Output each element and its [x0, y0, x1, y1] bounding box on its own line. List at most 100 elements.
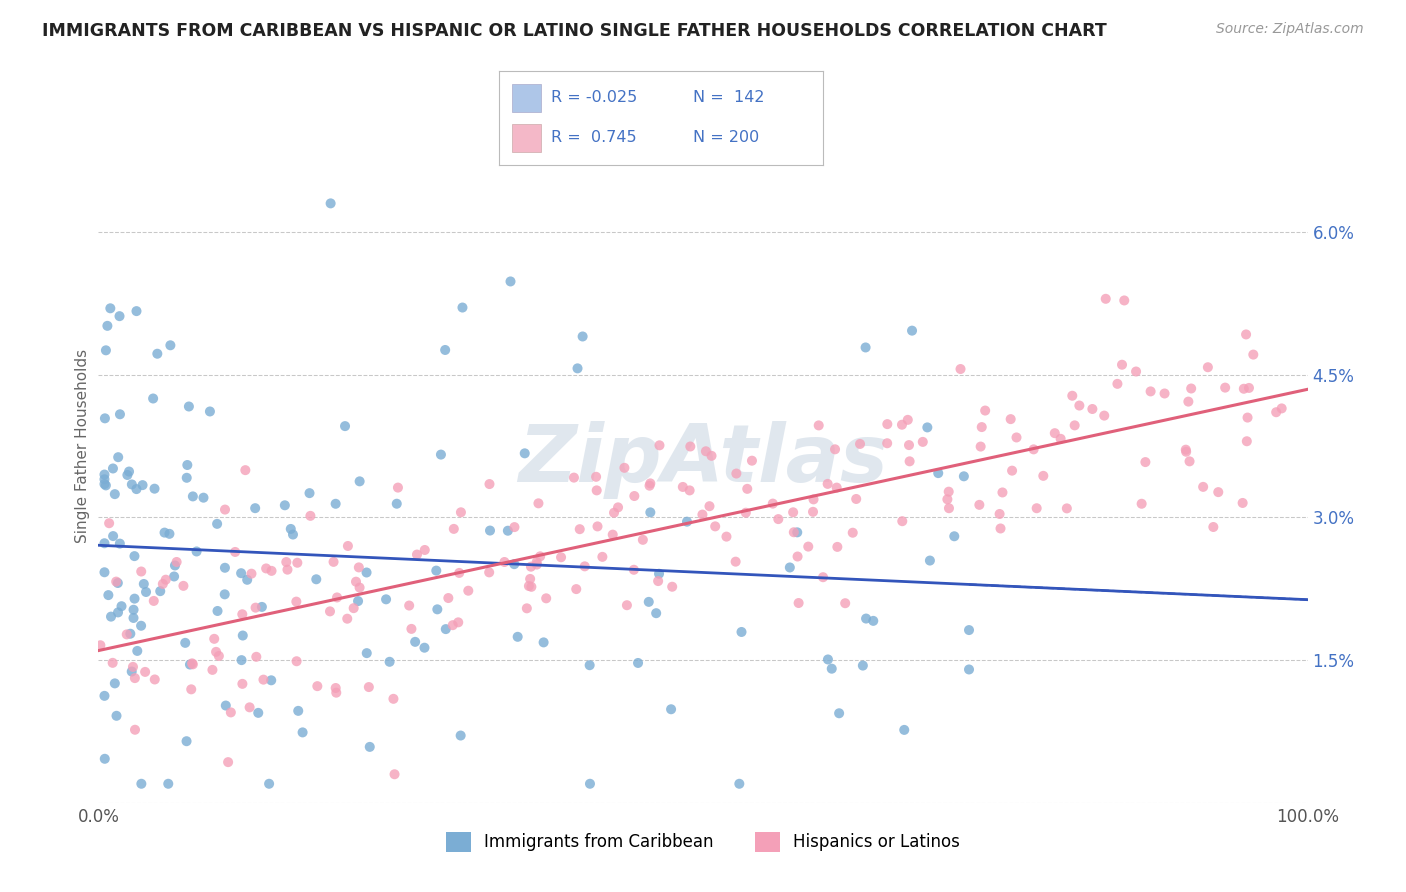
Point	[176, 734, 198, 748]
Point	[356, 566, 378, 580]
Point	[1206, 485, 1229, 500]
Point	[988, 507, 1011, 521]
Point	[231, 653, 253, 667]
Text: N = 200: N = 200	[693, 130, 759, 145]
Point	[1236, 434, 1258, 449]
Point	[613, 460, 636, 475]
Point	[450, 729, 472, 743]
Point	[503, 520, 526, 534]
Point	[280, 522, 302, 536]
Point	[180, 682, 202, 697]
Point	[1177, 394, 1199, 409]
Point	[214, 587, 236, 601]
Point	[565, 582, 588, 596]
Point	[1056, 501, 1078, 516]
Point	[93, 477, 115, 491]
Point	[891, 514, 914, 528]
Point	[936, 492, 959, 507]
Point	[898, 454, 921, 468]
Point	[647, 574, 669, 588]
Point	[529, 549, 551, 564]
Point	[93, 472, 115, 486]
Point	[131, 777, 153, 791]
Point	[214, 502, 236, 516]
Point	[159, 526, 181, 541]
Point	[807, 418, 830, 433]
Point	[441, 618, 464, 632]
Point	[252, 673, 274, 687]
Point	[94, 411, 117, 425]
Point	[943, 529, 966, 543]
Point	[176, 471, 198, 485]
Point	[917, 420, 939, 434]
Point	[247, 706, 270, 720]
Point	[990, 521, 1012, 535]
Point	[449, 566, 471, 580]
Point	[782, 505, 804, 519]
Point	[434, 343, 457, 357]
Point	[678, 483, 700, 498]
Point	[499, 275, 522, 289]
Point	[616, 598, 638, 612]
Point	[1130, 497, 1153, 511]
Point	[716, 530, 738, 544]
Point	[104, 487, 127, 501]
Point	[382, 691, 405, 706]
Point	[274, 498, 297, 512]
Point	[645, 606, 668, 620]
Point	[724, 555, 747, 569]
Point	[825, 481, 848, 495]
Point	[135, 585, 157, 599]
Text: N =  142: N = 142	[693, 90, 765, 105]
Point	[143, 673, 166, 687]
Point	[1234, 327, 1257, 342]
Point	[520, 580, 543, 594]
Point	[897, 413, 920, 427]
Point	[457, 583, 479, 598]
Point	[1180, 382, 1202, 396]
Point	[735, 482, 758, 496]
Point	[1125, 365, 1147, 379]
Point	[217, 755, 239, 769]
Point	[1005, 430, 1028, 444]
Point	[100, 609, 122, 624]
Point	[1192, 480, 1215, 494]
Point	[298, 486, 321, 500]
Point	[586, 519, 609, 533]
Point	[142, 594, 165, 608]
Point	[124, 723, 146, 737]
Point	[623, 563, 645, 577]
Point	[243, 501, 266, 516]
Point	[207, 604, 229, 618]
Point	[787, 596, 810, 610]
Point	[121, 665, 143, 679]
Point	[631, 533, 654, 547]
Point	[231, 677, 253, 691]
Point	[478, 477, 501, 491]
Point	[623, 489, 645, 503]
Y-axis label: Single Father Households: Single Father Households	[75, 349, 90, 543]
Point	[901, 324, 924, 338]
Point	[503, 557, 526, 571]
Point	[319, 604, 342, 618]
Point	[526, 555, 548, 569]
Point	[359, 739, 381, 754]
Point	[129, 565, 152, 579]
Point	[741, 453, 763, 467]
Point	[494, 555, 516, 569]
Point	[231, 607, 253, 622]
Point	[496, 524, 519, 538]
Point	[159, 338, 181, 352]
Point	[893, 723, 915, 737]
Point	[305, 572, 328, 586]
Point	[1032, 468, 1054, 483]
Point	[434, 622, 457, 636]
Point	[479, 524, 502, 538]
Point	[198, 404, 221, 418]
Point	[232, 628, 254, 642]
Point	[730, 624, 752, 639]
Point	[876, 436, 898, 450]
Point	[574, 559, 596, 574]
Point	[430, 448, 453, 462]
Point	[824, 442, 846, 457]
